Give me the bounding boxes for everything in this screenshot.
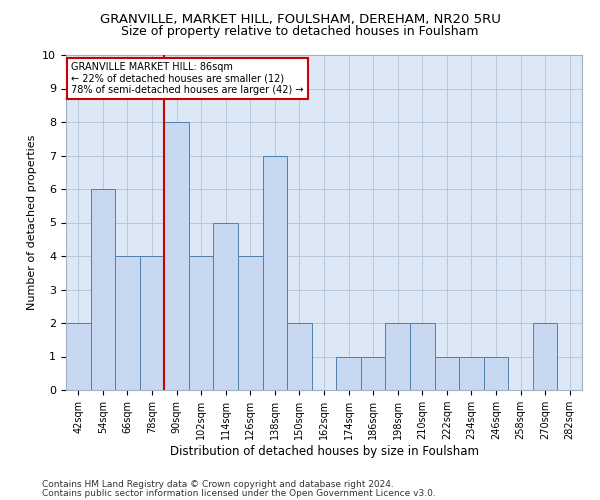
Bar [238,256,263,390]
Bar [533,323,557,390]
Text: GRANVILLE, MARKET HILL, FOULSHAM, DEREHAM, NR20 5RU: GRANVILLE, MARKET HILL, FOULSHAM, DEREHA… [100,12,500,26]
Bar [140,256,164,390]
Bar [91,189,115,390]
Y-axis label: Number of detached properties: Number of detached properties [27,135,37,310]
Bar [287,323,312,390]
Bar [263,156,287,390]
Bar [361,356,385,390]
Bar [385,323,410,390]
Text: Size of property relative to detached houses in Foulsham: Size of property relative to detached ho… [121,25,479,38]
Bar [484,356,508,390]
Text: Contains HM Land Registry data © Crown copyright and database right 2024.: Contains HM Land Registry data © Crown c… [42,480,394,489]
X-axis label: Distribution of detached houses by size in Foulsham: Distribution of detached houses by size … [170,445,479,458]
Text: Contains public sector information licensed under the Open Government Licence v3: Contains public sector information licen… [42,489,436,498]
Bar [410,323,434,390]
Text: GRANVILLE MARKET HILL: 86sqm
← 22% of detached houses are smaller (12)
78% of se: GRANVILLE MARKET HILL: 86sqm ← 22% of de… [71,62,304,95]
Bar [164,122,189,390]
Bar [434,356,459,390]
Bar [66,323,91,390]
Bar [189,256,214,390]
Bar [459,356,484,390]
Bar [336,356,361,390]
Bar [214,222,238,390]
Bar [115,256,140,390]
